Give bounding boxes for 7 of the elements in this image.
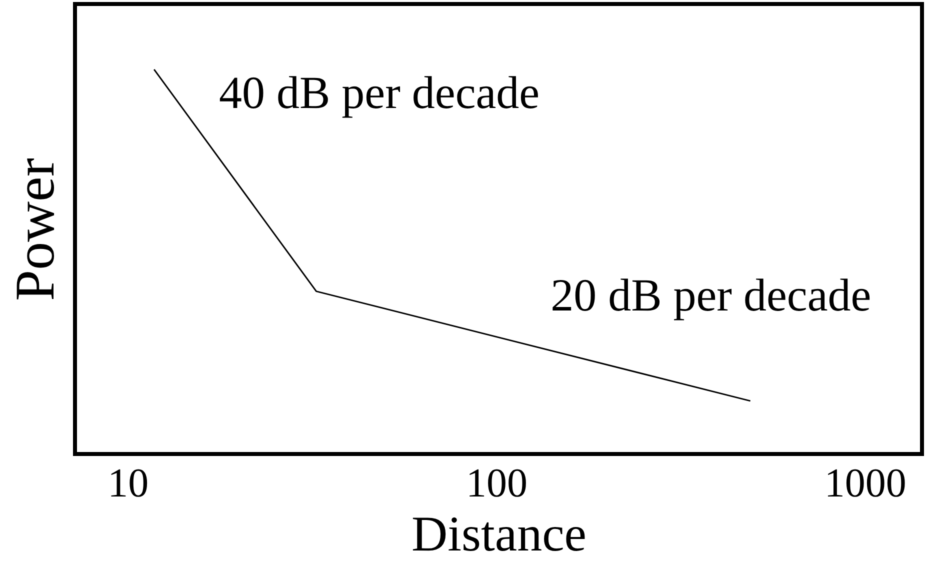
x-tick-label: 1000 (824, 460, 906, 506)
annotation: 40 dB per decade (218, 67, 540, 118)
x-tick-label: 10 (108, 460, 149, 506)
x-tick-label: 100 (466, 460, 528, 506)
annotation: 20 dB per decade (550, 270, 872, 320)
y-axis-title: Power (4, 158, 66, 302)
x-axis-title: Distance (412, 506, 586, 562)
